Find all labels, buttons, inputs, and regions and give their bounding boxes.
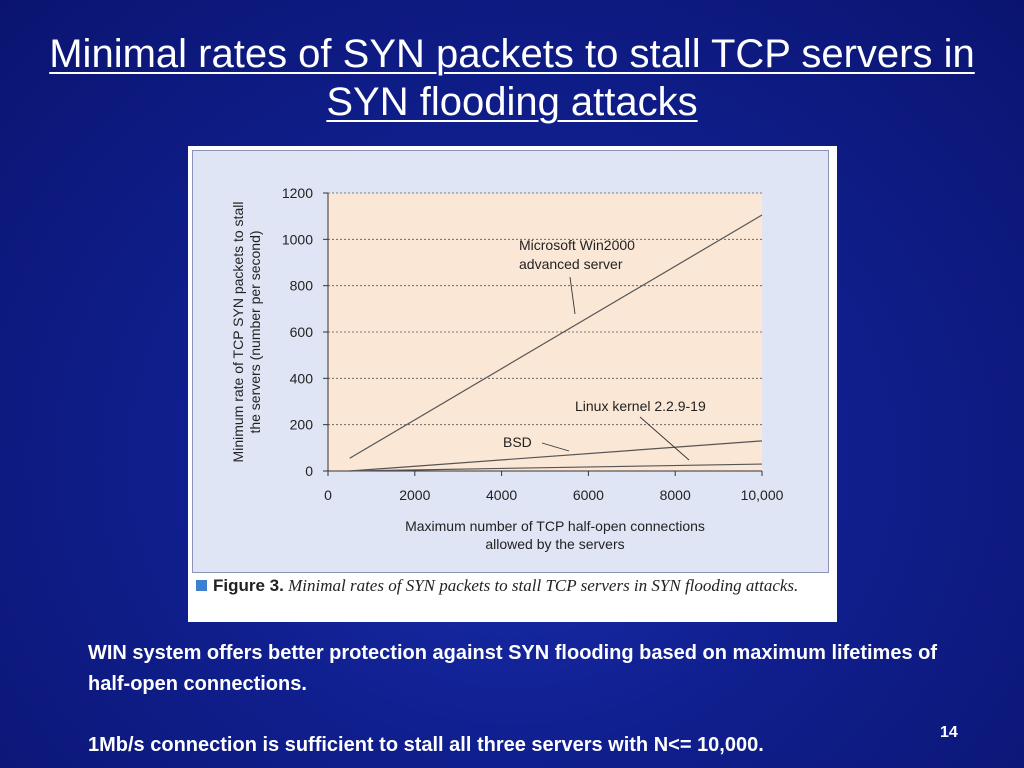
leader-line-linux: [639, 416, 690, 461]
series-line-2: [349, 463, 763, 472]
y-tick-label: 0: [305, 463, 313, 479]
leader-line-win2000: [569, 276, 576, 315]
series-label-linux: Linux kernel 2.2.9-19: [575, 398, 706, 414]
y-tick-label: 400: [290, 370, 314, 386]
x-tick-label: 10,000: [741, 487, 784, 503]
y-tick-label: 1200: [282, 185, 313, 201]
x-axis-label-line2: allowed by the servers: [485, 536, 624, 552]
figure-caption: Figure 3. Minimal rates of SYN packets t…: [196, 576, 828, 596]
figure: 0 200 400 600 800 1000 1200 0 2000 4000 6000 8000 10…: [188, 146, 837, 622]
y-axis-label-line2: the servers (number per second): [247, 230, 263, 433]
x-tick-label: 4000: [486, 487, 517, 503]
paragraph-2: 1Mb/s connection is sufficient to stall …: [88, 734, 764, 756]
y-tick-label: 200: [290, 417, 314, 433]
x-tick-label: 6000: [573, 487, 604, 503]
slide-title: Minimal rates of SYN packets to stall TC…: [49, 32, 975, 124]
series-label-win2000-line2: advanced server: [519, 256, 623, 272]
x-tick-label: 8000: [660, 487, 691, 503]
series-label-win2000-line1: Microsoft Win2000: [519, 237, 635, 253]
y-tick-label: 800: [290, 278, 314, 294]
series-label-bsd: BSD: [503, 434, 532, 450]
caption-marker-icon: [196, 580, 207, 591]
x-tick-label: 0: [324, 487, 332, 503]
figure-caption-text: Minimal rates of SYN packets to stall TC…: [288, 576, 799, 595]
paragraph-1: WIN system offers better protection agai…: [88, 642, 938, 695]
y-tick-label: 1000: [282, 231, 313, 247]
leader-line-bsd: [541, 442, 570, 452]
page-number: 14: [940, 724, 958, 741]
gridlines: [328, 192, 762, 426]
series-lines: [349, 214, 763, 472]
tick-labels: 0 200 400 600 800 1000 1200 0 2000 4000 6000 8000 10…: [282, 185, 784, 503]
series-line-1: [349, 440, 763, 472]
x-axis-label-line1: Maximum number of TCP half-open connecti…: [405, 518, 705, 534]
figure-label: Figure 3.: [213, 576, 284, 595]
series-line-0: [349, 214, 763, 459]
y-tick-label: 600: [290, 324, 314, 340]
x-tick-label: 2000: [399, 487, 430, 503]
line-chart: 0 200 400 600 800 1000 1200 0 2000 4000 6000 8000 10…: [230, 185, 784, 552]
y-axis-label-line1: Minimum rate of TCP SYN packets to stall: [230, 202, 246, 463]
series-labels: Microsoft Win2000 advanced server Linux ke…: [503, 237, 706, 461]
